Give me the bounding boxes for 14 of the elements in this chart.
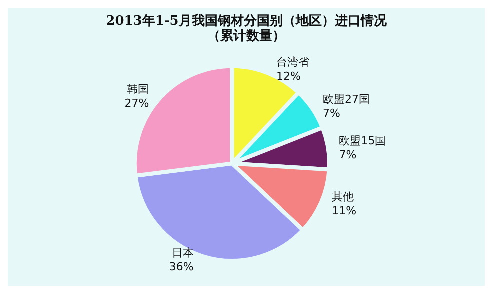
chart-subtitle: （累计数量）: [208, 29, 286, 44]
data-label: 27%: [124, 97, 150, 110]
slice-label: 日本: [172, 246, 194, 260]
data-label: 7%: [322, 107, 340, 120]
slice-label: 其他: [332, 190, 354, 204]
data-label: 12%: [276, 70, 301, 83]
chart-title: 2013年1-5月我国钢材分国别（地区）进口情况: [106, 13, 388, 29]
data-label: 36%: [169, 260, 194, 274]
slice-label: 欧盟15国: [339, 134, 386, 148]
data-label: 7%: [339, 148, 357, 162]
slice-label: 台湾省: [276, 56, 310, 69]
slice-label: 欧盟27国: [322, 93, 370, 106]
slice-label: 韩国: [127, 83, 150, 96]
data-label: 11%: [332, 204, 357, 218]
